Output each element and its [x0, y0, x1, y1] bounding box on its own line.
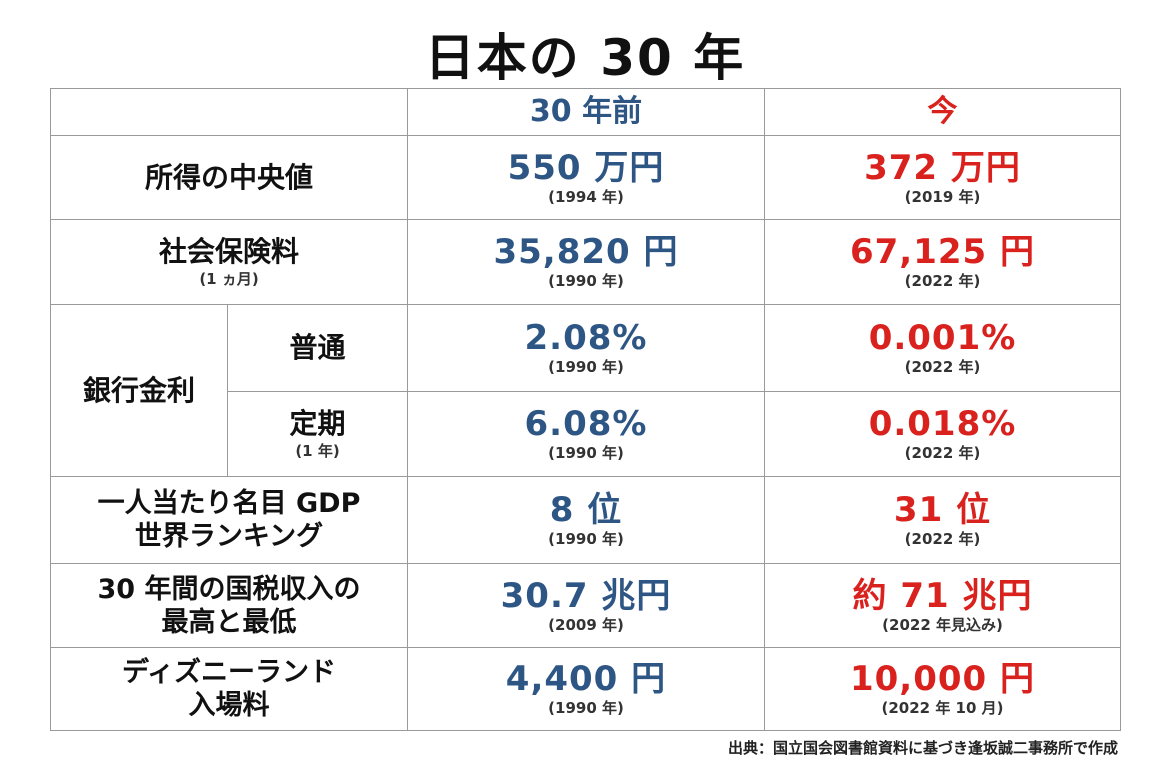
then-value-gdp: 8 位	[549, 490, 623, 530]
then-value-tax: 30.7 兆円	[500, 575, 672, 616]
then-value-fixed: 6.08%	[524, 404, 648, 444]
row-insurance: 社会保険料 (1 ヵ月) 35,820 円 (1990 年) 67,125 円 …	[50, 219, 1121, 305]
now-year-insurance: (2022 年)	[904, 272, 981, 290]
now-year-income: (2019 年)	[904, 187, 981, 206]
row-label-cell: 社会保険料 (1 ヵ月)	[50, 219, 408, 305]
row-label-cell: 一人当たり名目 GDP 世界ランキング	[50, 476, 408, 564]
now-year-fixed: (2022 年)	[904, 444, 981, 462]
now-year-tax: (2022 年見込み)	[882, 615, 1003, 634]
then-year-ordinary: (1990 年)	[548, 358, 624, 376]
row-sublabel-insurance: (1 ヵ月)	[199, 270, 259, 288]
row-label-income: 所得の中央値	[144, 160, 313, 194]
source-note: 出典：国立国会図書館資料に基づき逢坂誠二事務所で作成	[727, 739, 1118, 757]
then-year-income: (1994 年)	[548, 187, 624, 206]
row-income: 所得の中央値 550 万円 (1994 年) 372 万円 (2019 年)	[50, 135, 1121, 220]
sub-label-cell: 定期 (1 年)	[227, 391, 408, 477]
row-label-ordinary: 普通	[289, 331, 346, 364]
now-value-gdp: 31 位	[893, 490, 992, 530]
comparison-table: 30 年前 今 所得の中央値 550 万円 (1994 年) 372 万円 (2…	[50, 88, 1121, 731]
now-cell-income: 372 万円 (2019 年)	[764, 135, 1121, 220]
then-cell-disney: 4,400 円 (1990 年)	[407, 647, 765, 731]
then-year-insurance: (1990 年)	[548, 272, 624, 290]
row-label-interest: 銀行金利	[82, 373, 195, 407]
now-value-insurance: 67,125 円	[849, 232, 1036, 272]
row-label-cell: 所得の中央値	[50, 135, 408, 220]
then-cell-gdp: 8 位 (1990 年)	[407, 476, 765, 564]
now-year-disney: (2022 年 10 月)	[881, 699, 1004, 717]
now-year-ordinary: (2022 年)	[904, 358, 981, 376]
then-value-income: 550 万円	[507, 147, 665, 188]
header-now: 今	[764, 88, 1121, 136]
now-value-tax: 約 71 兆円	[852, 575, 1033, 616]
row-gdp: 一人当たり名目 GDP 世界ランキング 8 位 (1990 年) 31 位 (2…	[50, 476, 1121, 564]
header-empty-cell	[50, 88, 408, 136]
row-label-cell: 30 年間の国税収入の 最高と最低	[50, 563, 408, 648]
row-label-insurance: 社会保険料	[158, 235, 299, 268]
now-cell-insurance: 67,125 円 (2022 年)	[764, 219, 1121, 305]
row-label-gdp-line1: 一人当たり名目 GDP	[97, 488, 361, 519]
now-value-ordinary: 0.001%	[868, 318, 1017, 358]
now-value-disney: 10,000 円	[849, 659, 1036, 699]
sub-label-cell: 普通	[227, 304, 408, 392]
row-interest-fixed: 定期 (1 年) 6.08% (1990 年) 0.018% (2022 年)	[51, 391, 1121, 477]
row-label-tax-line2: 最高と最低	[161, 606, 297, 638]
now-value-fixed: 0.018%	[868, 404, 1017, 444]
row-label-gdp-line2: 世界ランキング	[134, 521, 324, 552]
then-cell-fixed: 6.08% (1990 年)	[407, 391, 765, 477]
table-header-row: 30 年前 今	[50, 88, 1121, 136]
row-label-disney-line1: ディズニーランド	[121, 657, 337, 688]
now-cell-tax: 約 71 兆円 (2022 年見込み)	[764, 563, 1121, 648]
now-value-income: 372 万円	[864, 147, 1021, 188]
then-year-tax: (2009 年)	[548, 615, 624, 634]
then-year-fixed: (1990 年)	[548, 444, 624, 462]
row-label-cell: ディズニーランド 入場料	[50, 647, 408, 731]
then-value-insurance: 35,820 円	[493, 232, 679, 272]
now-cell-fixed: 0.018% (2022 年)	[764, 391, 1121, 477]
page-title: 日本の 30 年	[424, 29, 746, 87]
then-cell-insurance: 35,820 円 (1990 年)	[407, 219, 765, 305]
now-cell-gdp: 31 位 (2022 年)	[764, 476, 1121, 564]
now-cell-disney: 10,000 円 (2022 年 10 月)	[764, 647, 1121, 731]
row-label-fixed: 定期	[289, 407, 346, 440]
row-label-disney-line2: 入場料	[188, 690, 270, 721]
row-disney: ディズニーランド 入場料 4,400 円 (1990 年) 10,000 円 (…	[50, 647, 1121, 731]
then-cell-income: 550 万円 (1994 年)	[407, 135, 765, 220]
row-label-cell: 銀行金利	[50, 304, 228, 477]
row-tax: 30 年間の国税収入の 最高と最低 30.7 兆円 (2009 年) 約 71 …	[50, 563, 1121, 648]
then-value-ordinary: 2.08%	[524, 318, 648, 358]
row-sublabel-fixed: (1 年)	[295, 442, 340, 460]
then-cell-ordinary: 2.08% (1990 年)	[407, 304, 765, 392]
then-year-disney: (1990 年)	[548, 699, 624, 717]
now-year-gdp: (2022 年)	[904, 530, 981, 548]
then-value-disney: 4,400 円	[505, 659, 667, 699]
then-cell-tax: 30.7 兆円 (2009 年)	[407, 563, 765, 648]
row-label-tax-line1: 30 年間の国税収入の	[97, 573, 361, 605]
now-cell-ordinary: 0.001% (2022 年)	[764, 304, 1121, 392]
header-then: 30 年前	[407, 88, 765, 136]
row-interest-ordinary: 銀行金利 普通 2.08% (1990 年) 0.001% (2022 年)	[50, 304, 1121, 477]
then-year-gdp: (1990 年)	[548, 530, 624, 548]
